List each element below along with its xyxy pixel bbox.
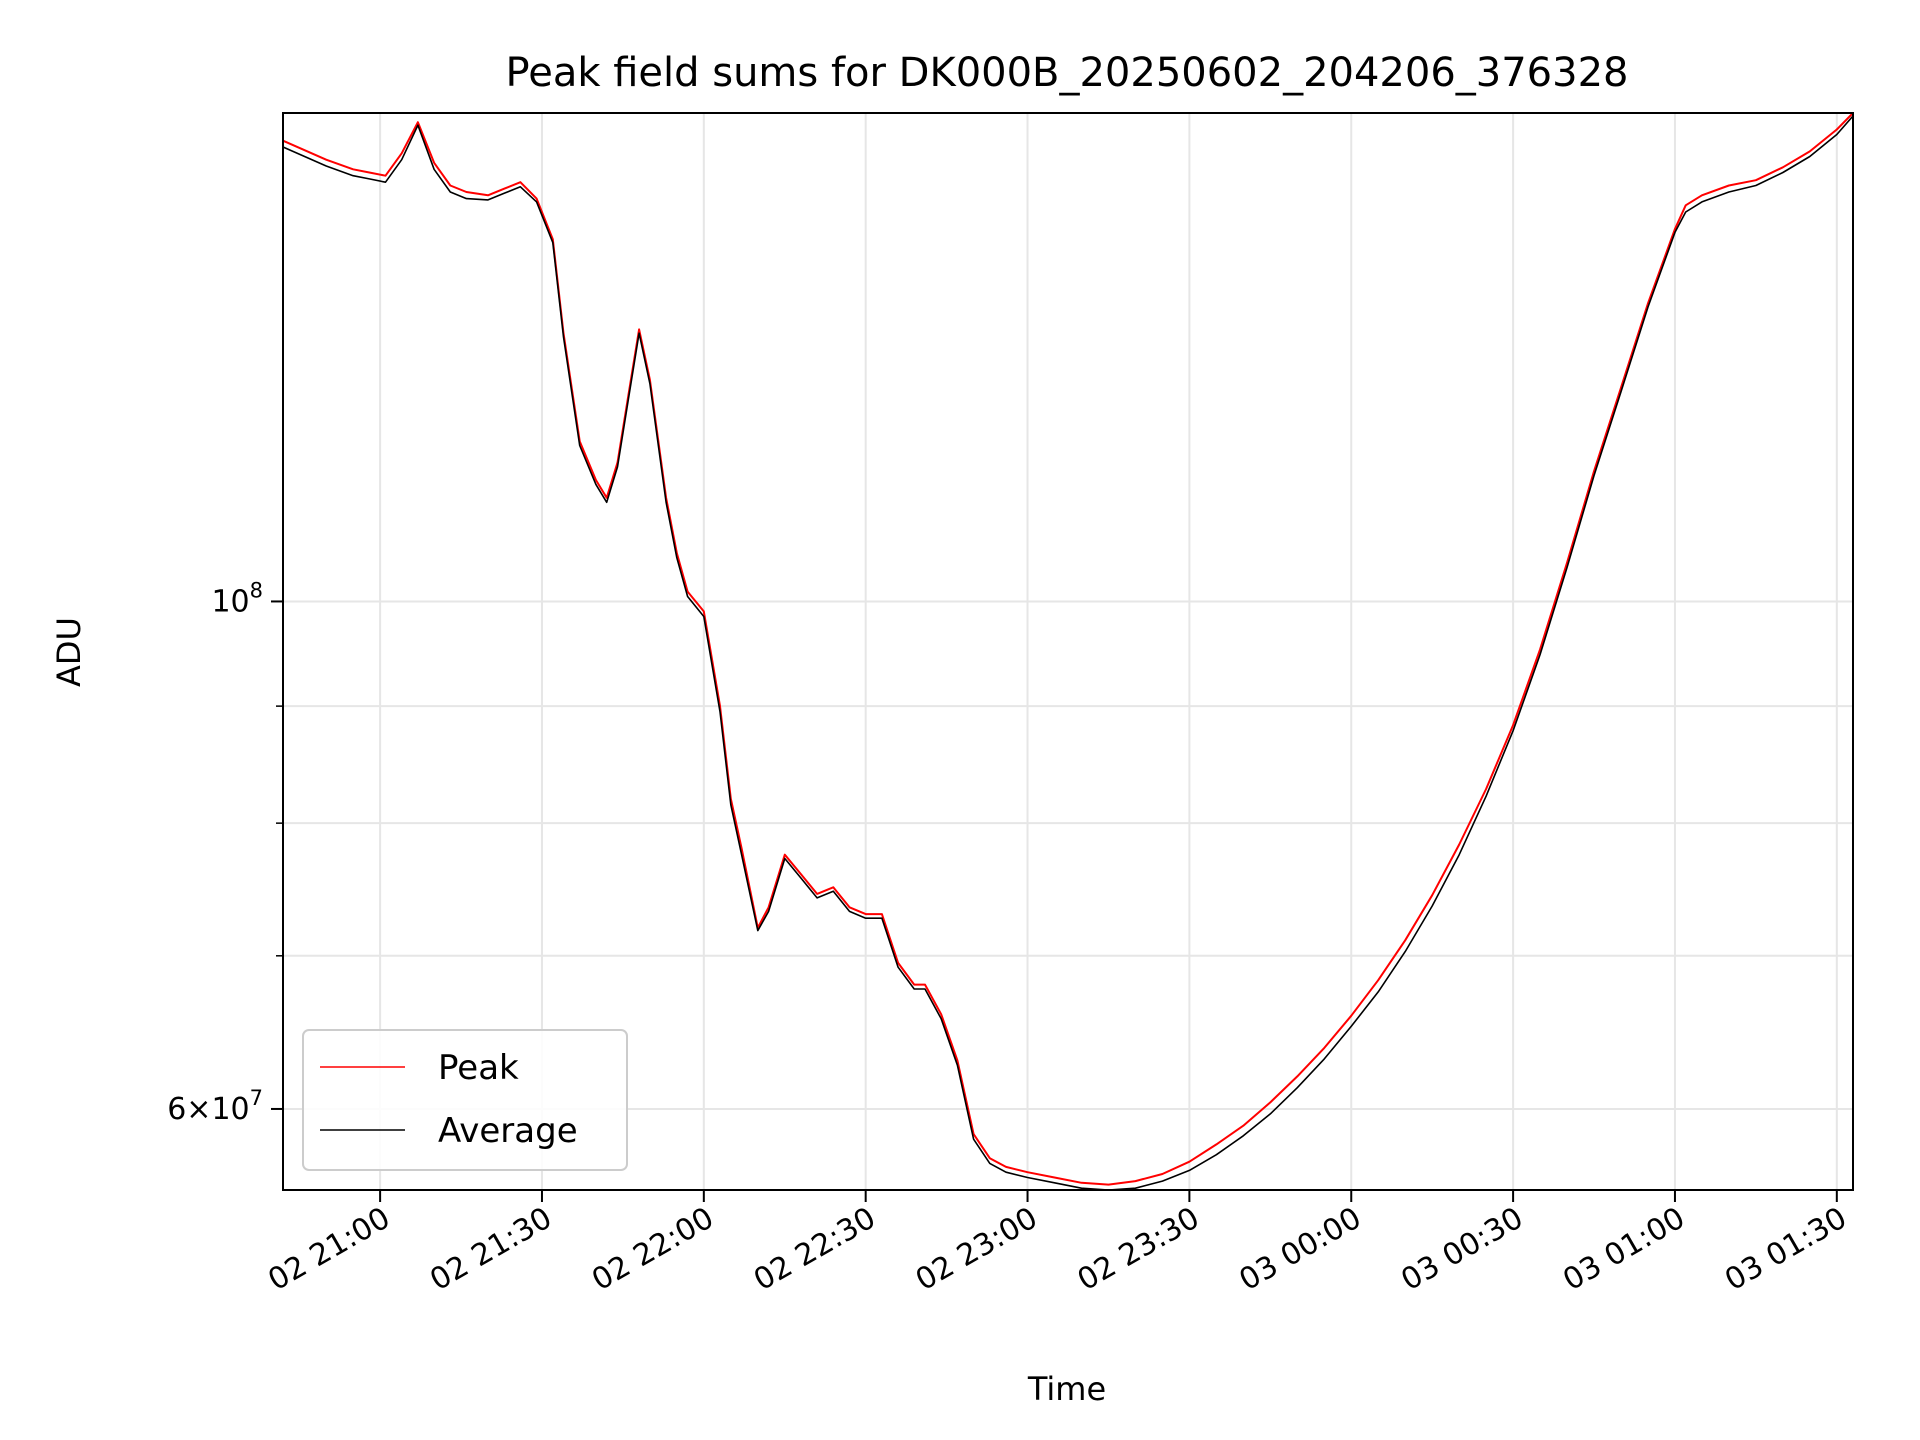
plot-frame: [282, 112, 1854, 1191]
legend: Peak Average: [302, 1029, 628, 1171]
legend-peak-label: Peak: [438, 1048, 519, 1088]
series-layer: [282, 112, 1854, 1191]
legend-box: [302, 1029, 628, 1171]
y-axis-label: ADU: [50, 617, 88, 687]
series-peak-line: [282, 112, 1854, 1186]
series-average-line: [282, 115, 1854, 1191]
chart-title: Peak field sums for DK000B_20250602_2042…: [506, 50, 1629, 96]
y-tick-label: 6×107: [167, 1086, 263, 1127]
legend-average-label: Average: [438, 1111, 578, 1151]
x-axis-label: Time: [1027, 1370, 1106, 1408]
grid-layer: [283, 113, 1853, 1190]
y-tick-label: 108: [211, 578, 263, 619]
